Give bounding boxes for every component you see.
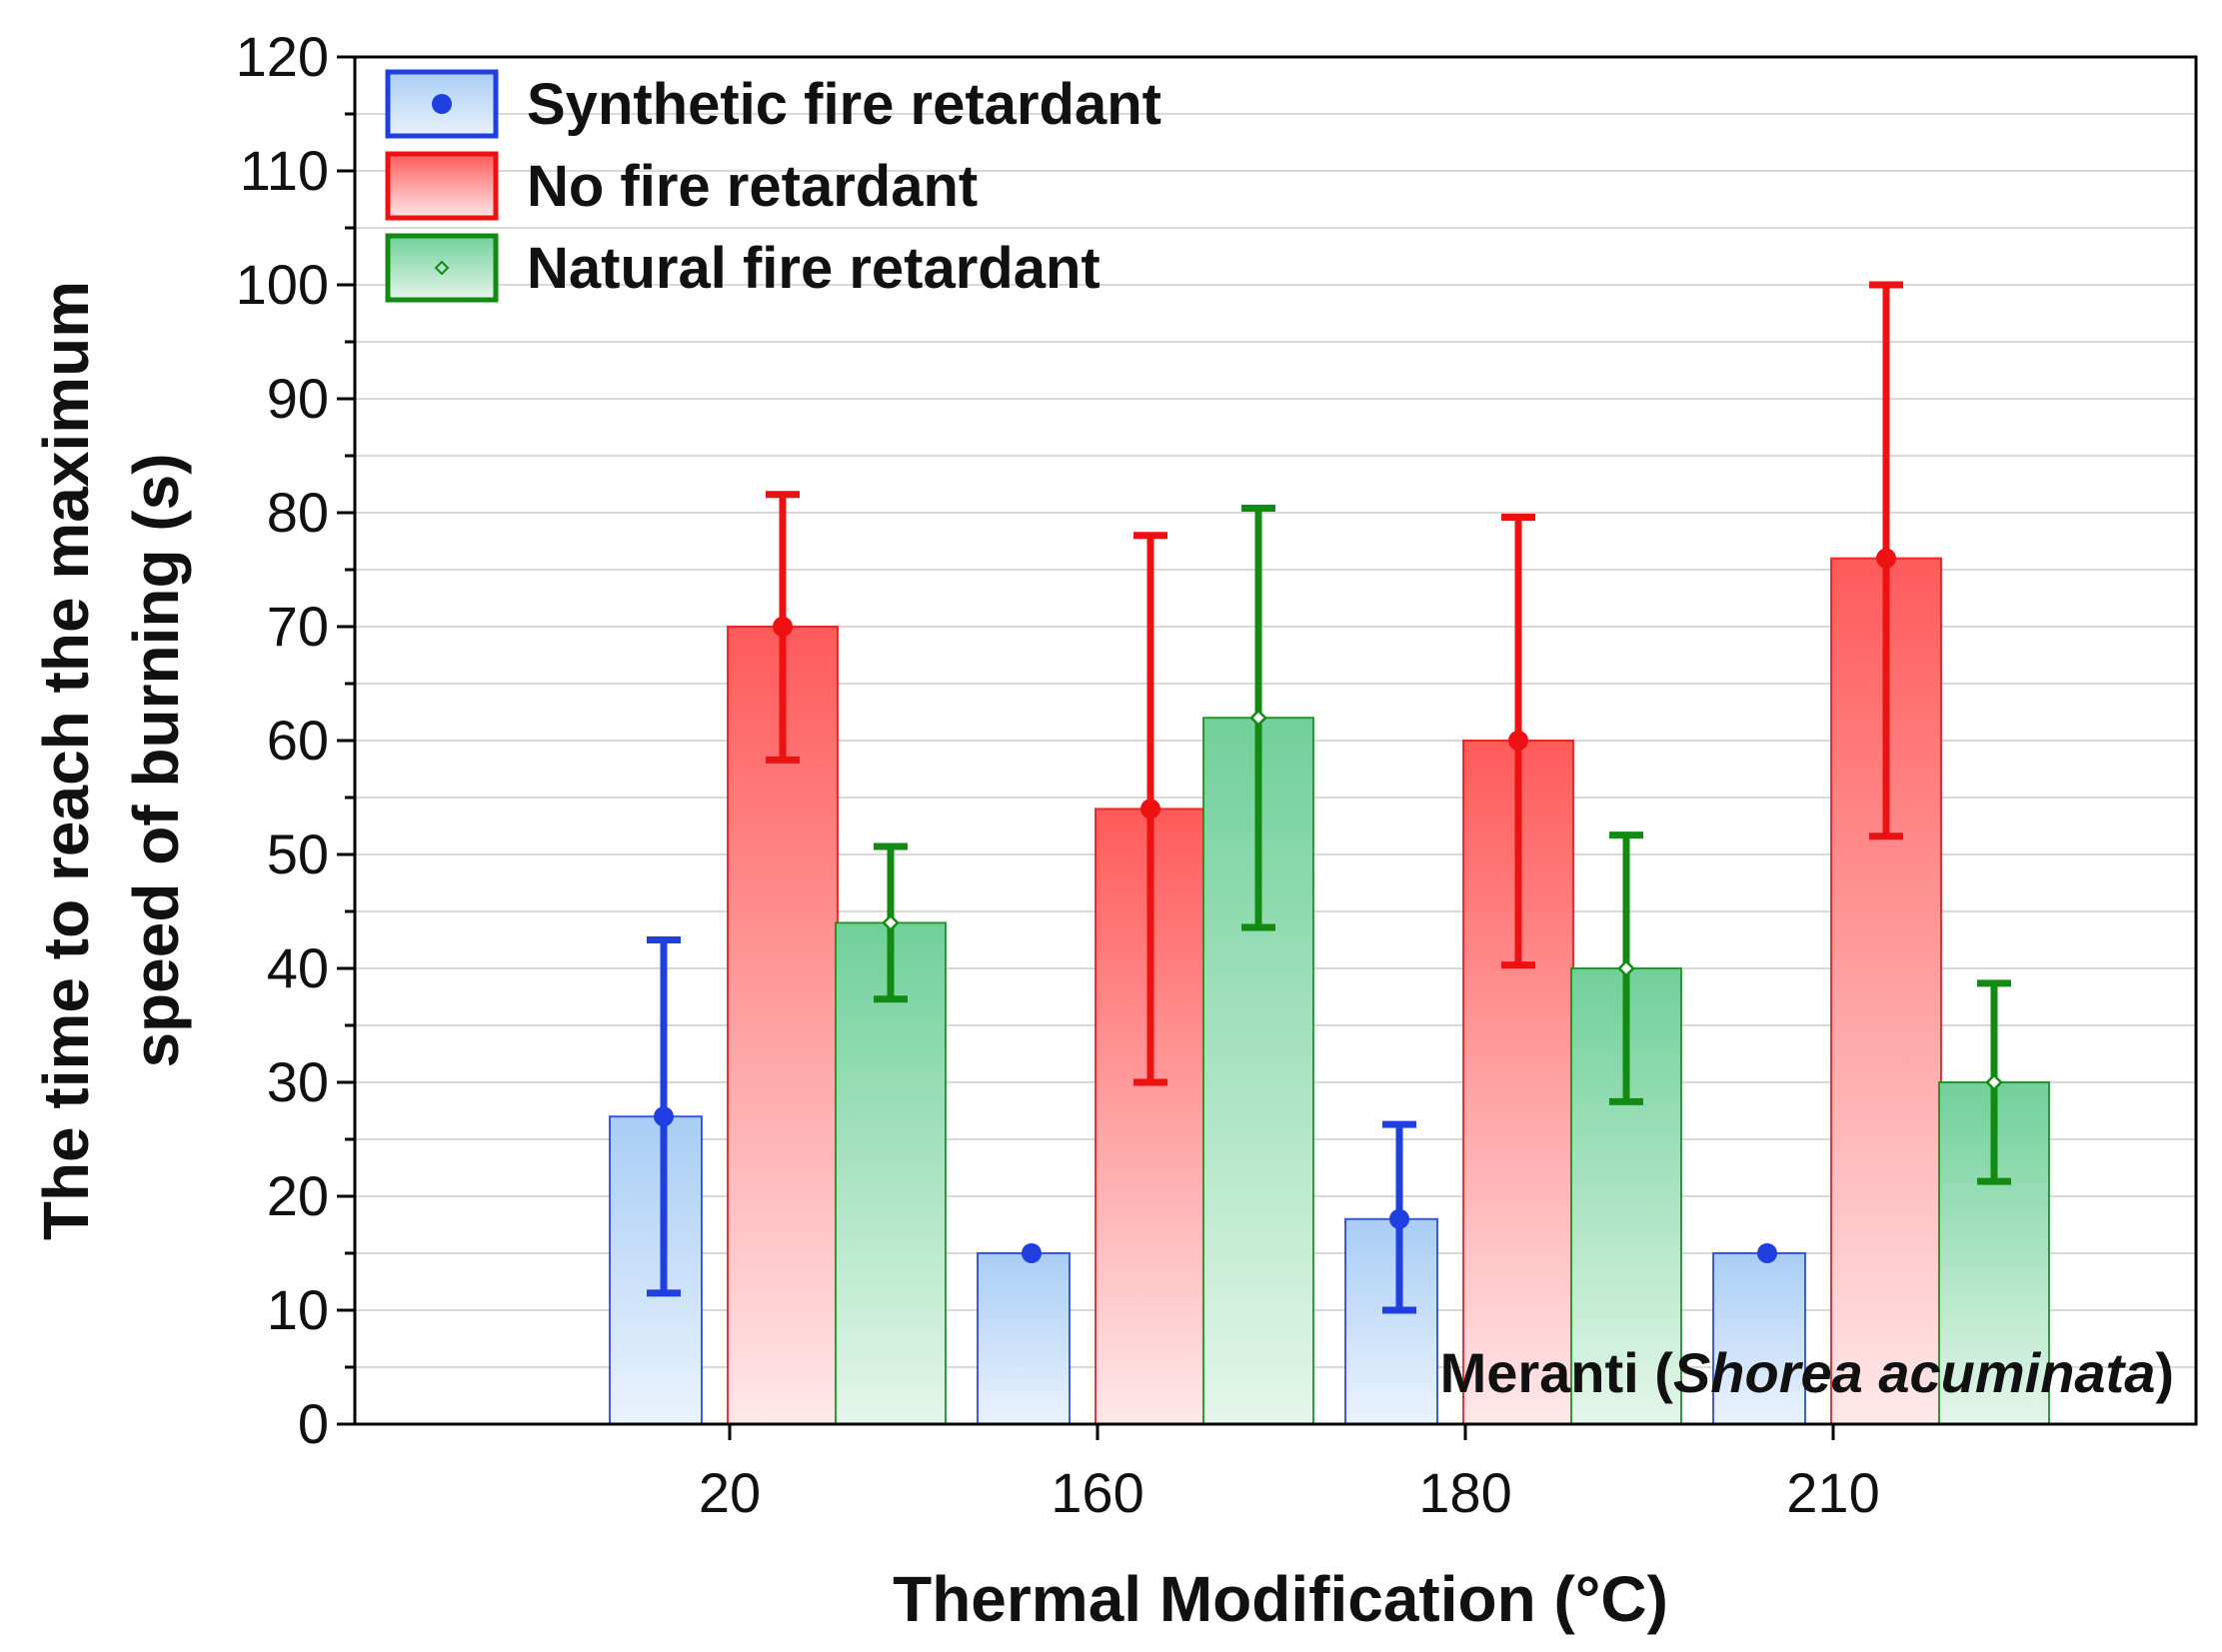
y-tick-label: 60 [267,709,329,772]
y-tick-label: 80 [267,481,329,544]
y-tick-label: 20 [267,1164,329,1227]
y-tick-label: 100 [236,253,329,316]
mean-marker [1140,799,1160,820]
x-tick-label: 180 [1418,1461,1511,1524]
mean-marker [1876,548,1896,569]
annotation-species: Shorea acuminata [1673,1341,2155,1404]
mean-marker [1617,959,1635,977]
bar [609,1115,703,1425]
bar [977,1252,1071,1425]
legend-swatch [385,151,499,221]
y-tick-label: 30 [267,1050,329,1113]
y-axis-title-line1: The time to reach the maximum [30,281,102,1240]
x-tick-label: 210 [1786,1461,1879,1524]
mean-marker [773,617,793,637]
mean-marker [1389,1208,1409,1229]
error-bars [647,281,2011,1314]
legend-marker [432,94,452,114]
bar [835,921,947,1426]
x-tick-label: 20 [699,1461,761,1524]
mean-marker [1249,709,1267,727]
annotation-suffix: ) [2155,1341,2174,1404]
bars [609,557,2050,1426]
y-tick-label: 70 [267,595,329,658]
mean-marker [654,1106,674,1127]
y-tick-label: 50 [267,823,329,885]
mean-marker [1508,731,1528,751]
x-axis-ticks: 20 160 180 210 [699,1424,1880,1524]
legend-marker [434,260,450,276]
y-tick-label: 90 [267,367,329,430]
y-tick-label: 40 [267,936,329,999]
y-tick-label: 0 [298,1392,329,1455]
y-tick-label: 120 [236,25,329,88]
bar [1344,1217,1438,1426]
x-tick-label: 160 [1051,1461,1143,1524]
mean-marker [1757,1243,1777,1263]
legend: Synthetic fire retardant No fire retardan… [385,69,1161,303]
mean-marker [882,913,900,932]
y-tick-label: 110 [240,139,329,202]
annotation-prefix: Meranti ( [1440,1341,1674,1404]
legend-label: Synthetic fire retardant [527,72,1161,137]
legend-label: No fire retardant [527,154,978,219]
bar [1712,1252,1806,1425]
y-tick-label: 10 [267,1278,329,1341]
legend-label: Natural fire retardant [527,236,1101,301]
x-axis-title: Thermal Modification (°C) [893,1563,1668,1635]
legend-swatch [385,233,499,303]
mean-marker [1022,1243,1042,1263]
species-annotation: Meranti (Shorea acuminata) [1440,1341,2174,1404]
mean-marker [1985,1073,2003,1091]
y-axis-title-line2: speed of burning (s) [120,453,192,1067]
y-axis-ticks: 0 10 20 30 40 50 60 70 80 90 100 110 120 [236,25,355,1455]
